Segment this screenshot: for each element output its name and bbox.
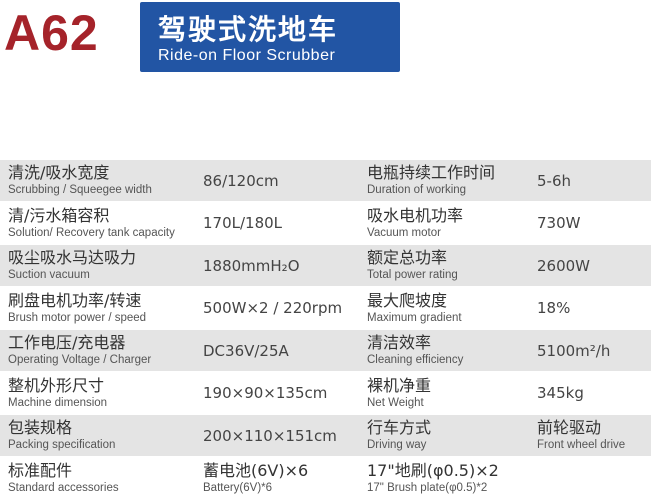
cell-subtext: Driving way [367, 439, 427, 451]
table-cell: 行车方式 Driving way [367, 415, 431, 456]
table-cell: 最大爬坡度 Maximum gradient [367, 288, 462, 329]
table-cell: 17"地刷(φ0.5)×2 17" Brush plate(φ0.5)*2 [367, 458, 499, 499]
cell-text: 包装规格 [8, 418, 73, 437]
cell-text: 清洗/吸水宽度 [8, 163, 110, 182]
cell-text: 额定总功率 [367, 248, 448, 267]
table-cell: 2600W [537, 245, 590, 286]
cell-text: 蓄电池(6V)×6 [203, 460, 309, 480]
table-row: 标准配件 Standard accessories 蓄电池(6V)×6 Battery… [0, 458, 651, 499]
table-cell: 18% [537, 288, 570, 329]
table-cell: 345kg [537, 373, 584, 414]
cell-subtext: Suction vacuum [8, 269, 90, 281]
table-cell: 整机外形尺寸 Machine dimension [8, 373, 107, 414]
table-cell: 工作电压/充电器 Operating Voltage / Charger [8, 330, 151, 371]
cell-subtext: Cleaning efficiency [367, 354, 464, 366]
table-cell: 170L/180L [203, 203, 282, 244]
cell-text: 1880mmH₂O [203, 256, 300, 275]
cell-text: 2600W [537, 256, 591, 275]
table-row: 吸尘吸水马达吸力 Suction vacuum 1880mmH₂O 额定总功率 Tota… [0, 245, 651, 286]
cell-subtext: Battery(6V)*6 [203, 481, 273, 494]
cell-text: 刷盘电机功率/转速 [8, 290, 142, 310]
cell-text: 17"地刷(φ0.5)×2 [367, 460, 499, 480]
table-cell: 清洁效率 Cleaning efficiency [367, 330, 463, 371]
cell-text: 200×110×151cm [203, 426, 337, 445]
cell-text: 吸水电机功率 [367, 205, 464, 225]
table-cell: 清洗/吸水宽度 Scrubbing / Squeegee width [8, 160, 152, 201]
cell-subtext: Duration of working [367, 184, 467, 196]
cell-text: DC36V/25A [203, 341, 289, 360]
table-cell: 裸机净重 Net Weight [367, 373, 431, 414]
cell-text: 工作电压/充电器 [8, 333, 126, 352]
cell-text: 裸机净重 [367, 375, 432, 395]
cell-subtext: Scrubbing / Squeegee width [8, 184, 152, 196]
cell-text: 吸尘吸水马达吸力 [8, 248, 137, 267]
title-en: Ride-on Floor Scrubber [158, 47, 336, 64]
table-cell: 标准配件 Standard accessories [8, 458, 119, 499]
cell-text: 18% [537, 299, 571, 317]
cell-subtext: Front wheel drive [537, 439, 626, 451]
cell-subtext: 17" Brush plate(φ0.5)*2 [367, 481, 488, 494]
table-cell: 前轮驱动 Front wheel drive [537, 415, 625, 456]
table-cell: 吸尘吸水马达吸力 Suction vacuum [8, 245, 136, 286]
table-cell: 包装规格 Packing specification [8, 415, 115, 456]
table-cell: 刷盘电机功率/转速 Brush motor power / speed [8, 288, 146, 329]
cell-text: 整机外形尺寸 [8, 375, 105, 395]
table-row: 刷盘电机功率/转速 Brush motor power / speed 500W×2… [0, 288, 651, 329]
cell-text: 最大爬坡度 [367, 290, 448, 310]
cell-text: 电瓶持续工作时间 [367, 163, 496, 182]
cell-text: 5-6h [537, 171, 572, 190]
table-row: 工作电压/充电器 Operating Voltage / Charger DC36V… [0, 330, 651, 371]
cell-subtext: Total power rating [367, 269, 458, 281]
table-cell: 86/120cm [203, 160, 279, 201]
cell-text: 清洁效率 [367, 333, 432, 352]
cell-subtext: Operating Voltage / Charger [8, 354, 152, 366]
cell-text: 730W [537, 214, 581, 232]
cell-text: 5100m²/h [537, 341, 611, 360]
table-cell: 5100m²/h [537, 330, 610, 371]
cell-text: 345kg [537, 384, 584, 402]
table-row: 清/污水箱容积 Solution/ Recovery tank capacity 1… [0, 203, 651, 244]
cell-text: 170L/180L [203, 214, 283, 232]
cell-text: 清/污水箱容积 [8, 205, 110, 225]
table-cell: 500W×2 / 220rpm [203, 288, 342, 329]
table-row: 清洗/吸水宽度 Scrubbing / Squeegee width 86/120c… [0, 160, 651, 201]
cell-subtext: Packing specification [8, 439, 116, 451]
table-cell: 蓄电池(6V)×6 Battery(6V)*6 [203, 458, 308, 499]
cell-subtext: Standard accessories [8, 481, 119, 494]
title-zh: 驾驶式洗地车 [158, 13, 339, 46]
table-cell: 电瓶持续工作时间 Duration of working [367, 160, 495, 201]
table-cell: 730W [537, 203, 580, 244]
cell-text: 500W×2 / 220rpm [203, 299, 343, 317]
table-cell: 吸水电机功率 Vacuum motor [367, 203, 463, 244]
model-number: A62 [4, 5, 99, 61]
cell-subtext: Maximum gradient [367, 311, 462, 324]
title-banner: 驾驶式洗地车 Ride-on Floor Scrubber [140, 2, 400, 72]
cell-subtext: Machine dimension [8, 396, 108, 409]
table-cell: 5-6h [537, 160, 571, 201]
cell-subtext: Net Weight [367, 396, 424, 409]
cell-text: 行车方式 [367, 418, 432, 437]
cell-subtext: Solution/ Recovery tank capacity [8, 226, 175, 239]
table-cell: 清/污水箱容积 Solution/ Recovery tank capacity [8, 203, 175, 244]
cell-subtext: Brush motor power / speed [8, 311, 147, 324]
table-cell: 额定总功率 Total power rating [367, 245, 458, 286]
cell-subtext: Vacuum motor [367, 226, 441, 239]
table-cell: 190×90×135cm [203, 373, 327, 414]
cell-text: 190×90×135cm [203, 384, 328, 402]
cell-text: 86/120cm [203, 171, 279, 190]
cell-text: 前轮驱动 [537, 418, 602, 437]
table-cell: 1880mmH₂O [203, 245, 300, 286]
table-cell: DC36V/25A [203, 330, 289, 371]
table-row: 包装规格 Packing specification 200×110×151cm 行车… [0, 415, 651, 456]
table-row: 整机外形尺寸 Machine dimension 190×90×135cm 裸机净重 N… [0, 373, 651, 414]
table-cell: 200×110×151cm [203, 415, 337, 456]
cell-text: 标准配件 [8, 460, 73, 480]
